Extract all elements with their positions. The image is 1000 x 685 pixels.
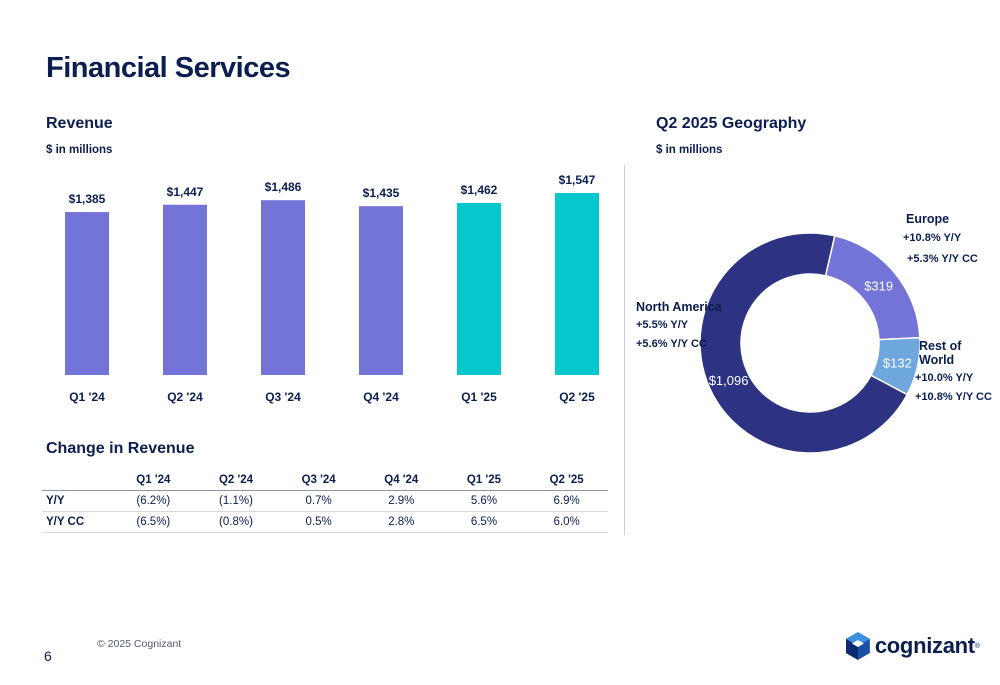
table-cell: 6.0% [553,516,580,528]
geo-callout-europe: Europe +10.8% Y/Y +5.3% Y/Y CC [903,212,978,269]
column-header: Q3 '24 [301,474,336,486]
revenue-title: Revenue [46,115,113,132]
region-yycc: +10.8% Y/Y CC [915,391,992,403]
category-label: Q3 '24 [265,390,301,404]
revenue-bar [359,206,403,375]
slice-value-label: $1,096 [709,373,749,388]
bar-value-label: $1,547 [559,175,596,187]
bar-value-label: $1,462 [461,183,498,197]
table-cell: 2.8% [388,516,415,528]
table-cell: (1.1%) [219,495,253,507]
region-name: North America [636,300,722,314]
bar-value-label: $1,447 [167,185,204,199]
change-in-revenue-table: Q1 '24 Q2 '24 Q3 '24 Q4 '24 Q1 '25 Q2 '2… [42,470,608,533]
region-yycc: +5.6% Y/Y CC [636,338,707,350]
donut-slice [700,232,909,454]
region-name: Rest of World [919,339,962,367]
region-yycc: +5.3% Y/Y CC [907,253,978,265]
region-name: Europe [906,212,950,226]
row-label: Y/Y CC [46,516,85,528]
page-number: 6 [44,648,52,664]
revenue-bar-chart: $1,385 Q1 '24 $1,447 Q2 '24 $1,486 Q3 '24 $1,4… [65,175,599,404]
geo-callout-north-america: North America +5.5% Y/Y +5.6% Y/Y CC [636,300,722,354]
copyright: © 2025 Cognizant [97,638,182,650]
column-header: Q2 '24 [218,474,254,486]
slice-value-label: $132 [883,356,912,371]
row-label: Y/Y [46,495,65,507]
geography-subtitle: $ in millions [656,144,723,156]
category-label: Q2 '25 [559,390,595,404]
category-label: Q1 '24 [69,390,105,404]
column-header: Q1 '24 [136,474,171,486]
geography-donut-chart: $319 $132 $1,096 [700,232,920,454]
geography-title: Q2 2025 Geography [656,115,807,132]
table-cell: 6.9% [553,495,580,507]
trademark-icon: ® [974,642,980,650]
table-cell: 2.9% [388,495,415,507]
category-label: Q4 '24 [363,390,399,404]
geo-callout-rest-of-world: Rest of World +10.0% Y/Y +10.8% Y/Y CC [915,339,1000,407]
table-cell: 0.7% [305,495,332,507]
column-header: Q1 '25 [466,474,501,486]
bar-value-label: $1,435 [363,186,400,200]
table-header-row: Q1 '24 Q2 '24 Q3 '24 Q4 '24 Q1 '25 Q2 '2… [42,470,608,491]
section-divider [624,165,625,535]
region-yy: +10.8% Y/Y [903,232,962,244]
bar-value-label: $1,385 [69,192,106,206]
page-title: Financial Services [46,52,291,84]
revenue-bar [65,212,109,375]
region-yy: +5.5% Y/Y [636,319,689,331]
column-header: Q4 '24 [384,474,419,486]
bar-value-label: $1,486 [265,180,302,194]
table-corner [42,470,112,491]
category-label: Q1 '25 [461,390,497,404]
category-label: Q2 '24 [167,390,203,404]
table-cell: 5.6% [470,495,498,507]
region-yy: +10.0% Y/Y [915,372,974,384]
slice-value-label: $319 [864,279,893,294]
revenue-subtitle: $ in millions [46,144,113,156]
cognizant-logo: cognizant ® [845,628,980,664]
table-cell: 6.5% [470,516,498,528]
table-row: Y/Y (6.2%) (1.1%) 0.7% 2.9% 5.6% 6.9% [42,491,608,512]
revenue-bar [457,203,501,375]
revenue-bar [555,193,599,375]
revenue-bar [163,204,207,375]
table-cell: (0.8%) [219,516,253,528]
revenue-bar [261,200,305,375]
table-row: Y/Y CC (6.5%) (0.8%) 0.5% 2.8% 6.5% 6.0% [42,512,608,533]
logo-text: cognizant [874,633,975,658]
column-header: Q2 '25 [549,474,584,486]
table-cell: (6.5%) [136,516,171,528]
table-cell: 0.5% [305,516,332,528]
table-cell: (6.2%) [136,495,171,507]
cognizant-logo-icon [845,632,870,660]
change-title: Change in Revenue [46,440,195,457]
